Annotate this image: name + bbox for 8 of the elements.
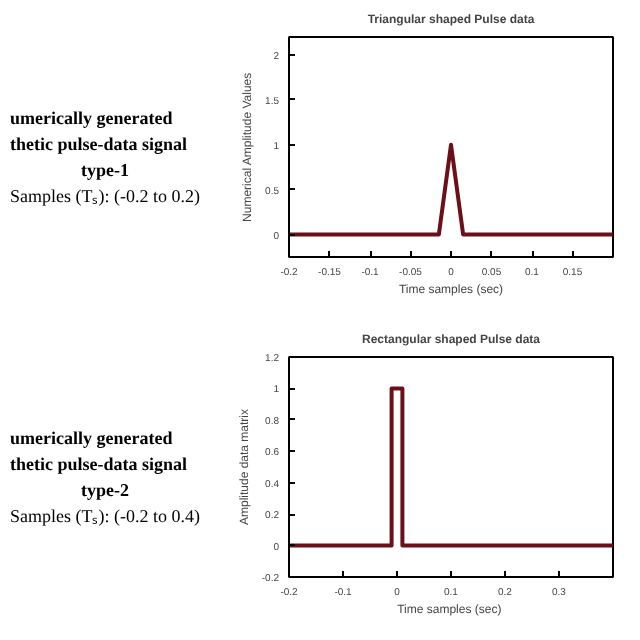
text: Samples (Tₛ): (-0.2 to 0.2) (10, 183, 200, 209)
text: thetic pulse-data signal (10, 131, 190, 158)
text: type-1 (78, 157, 131, 184)
text: thetic pulse-data signal (10, 451, 190, 478)
text: umerically generated (10, 106, 175, 132)
text: umerically generated (10, 426, 175, 452)
text: Samples (Tₛ): (-0.2 to 0.4) (10, 503, 200, 529)
text: type-2 (78, 477, 131, 504)
